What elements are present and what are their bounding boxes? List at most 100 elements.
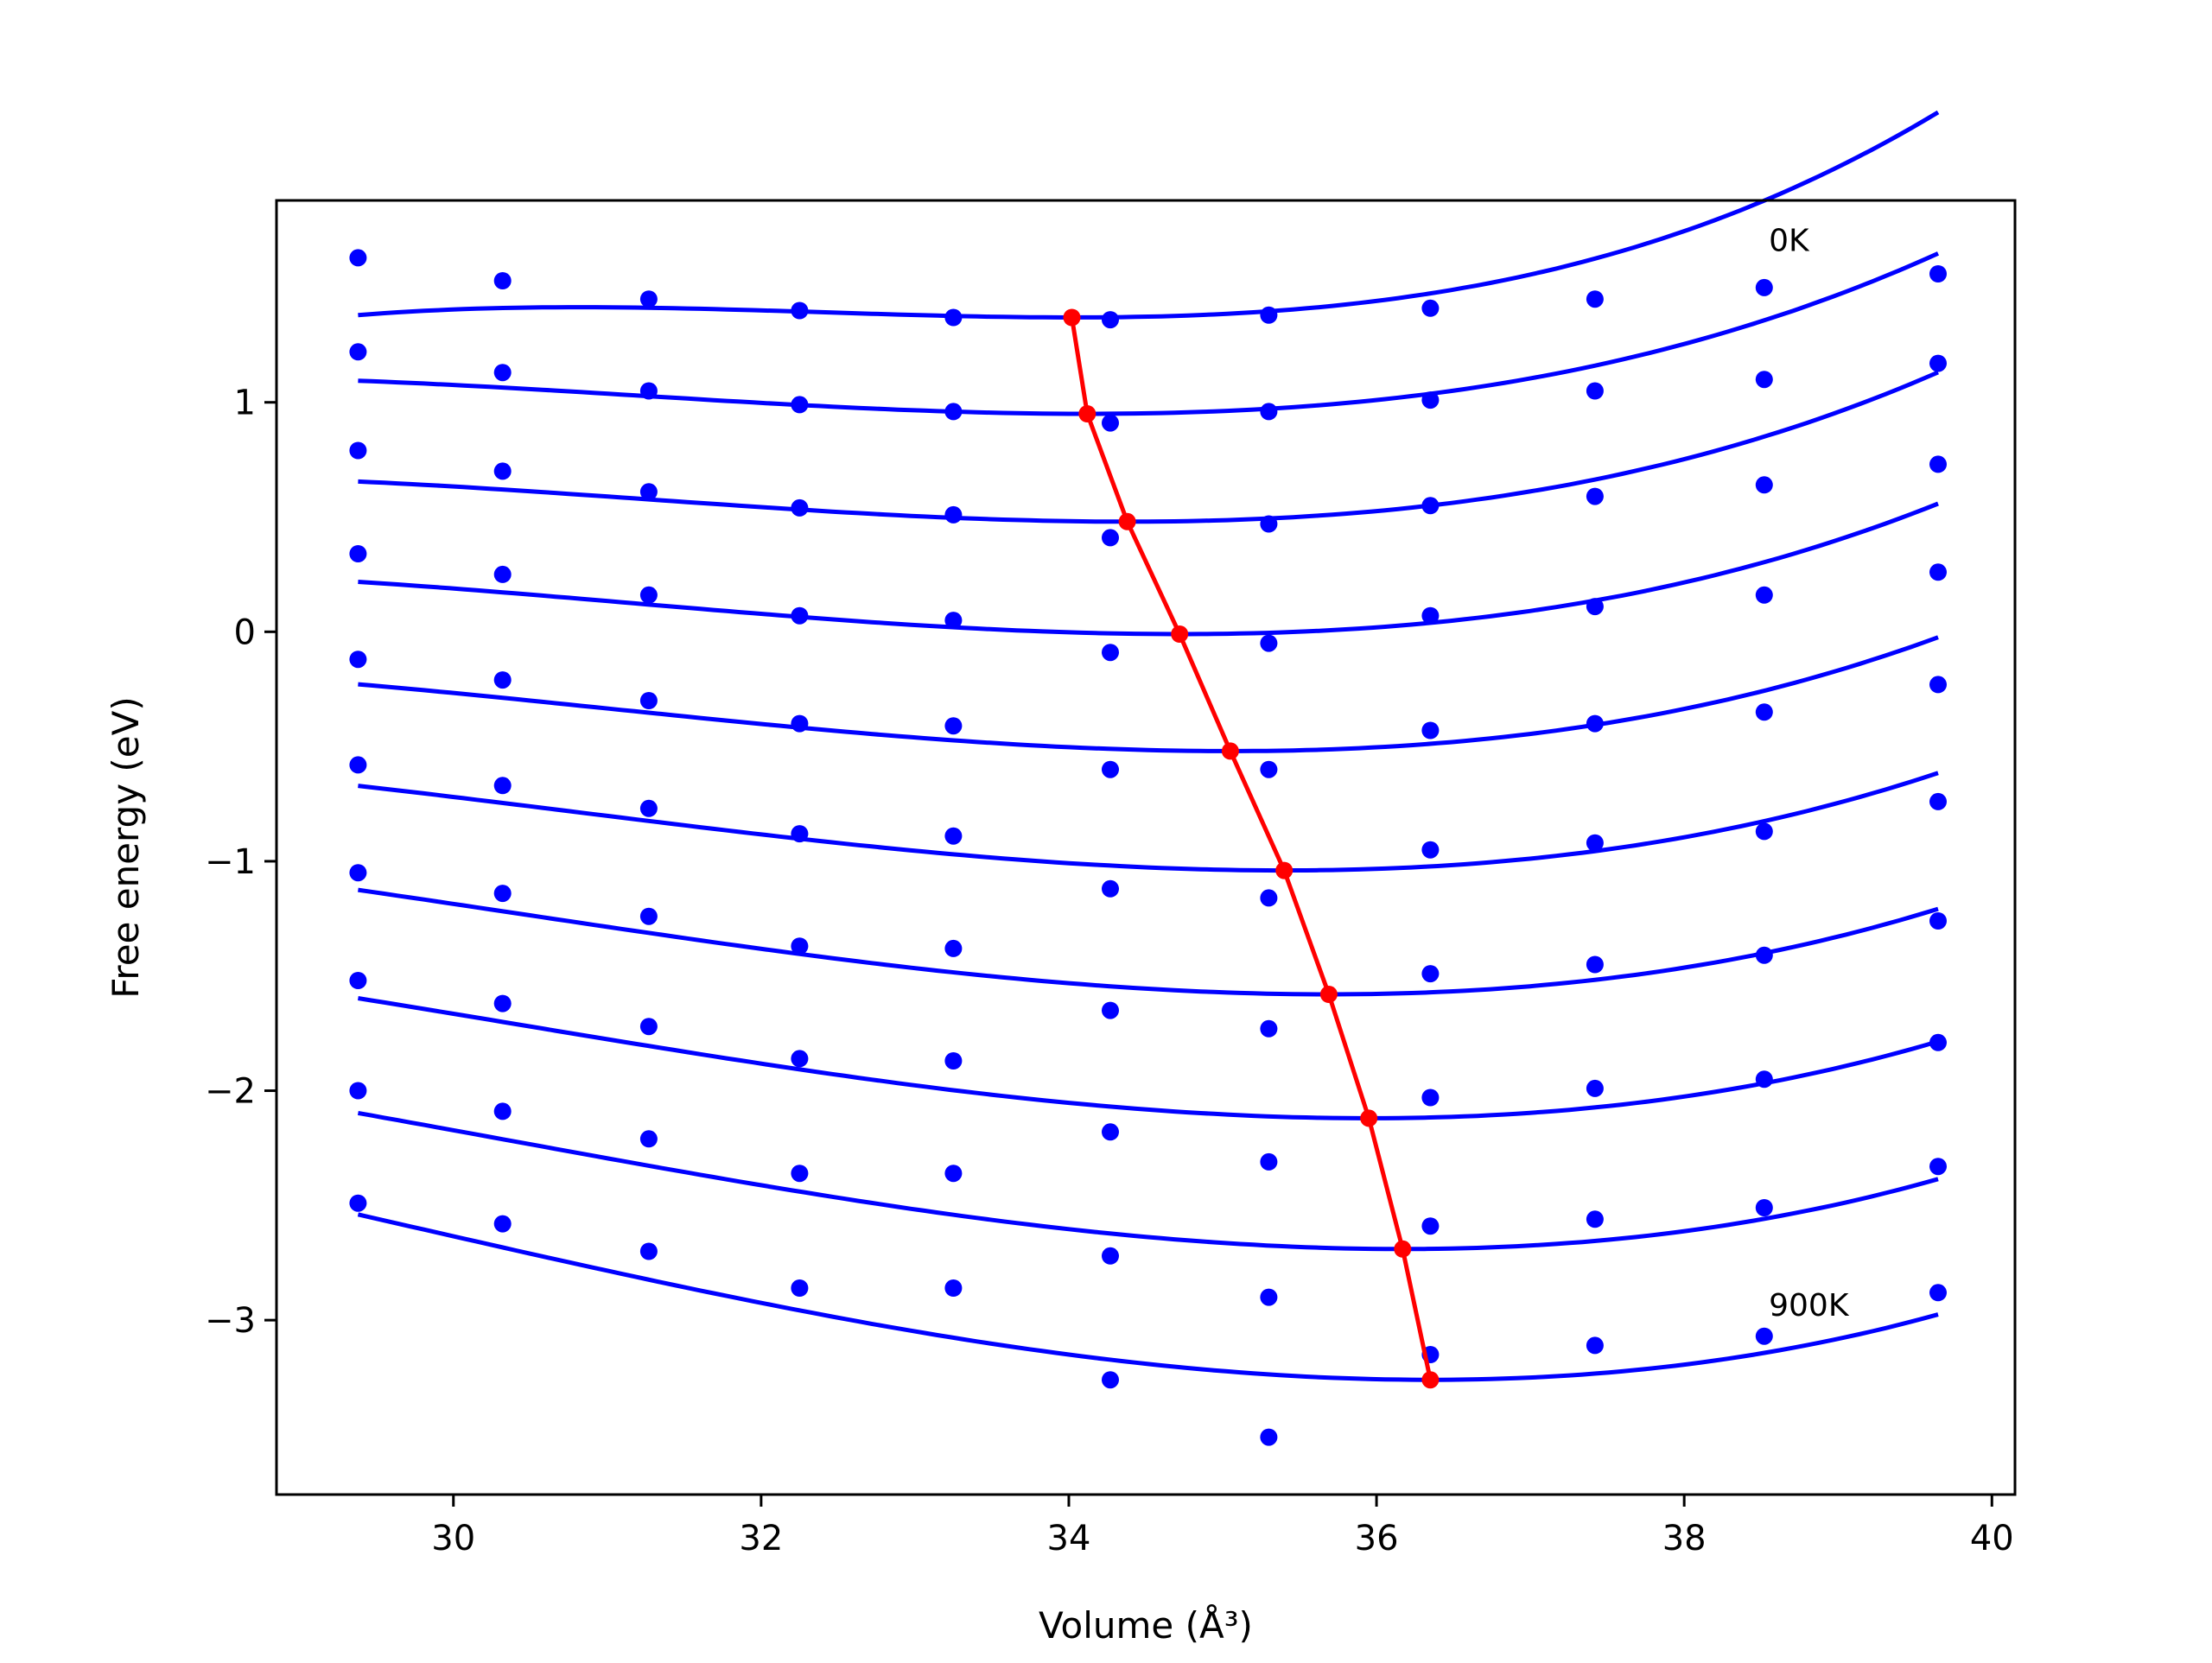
minimum-point-2 — [1118, 512, 1136, 530]
data-point-2-3 — [791, 498, 809, 517]
data-point-6-0 — [349, 864, 367, 882]
data-point-8-0 — [349, 1082, 367, 1100]
data-point-9-5 — [1102, 1371, 1119, 1389]
x-axis-ticks: 30 32 34 36 38 40 — [431, 1495, 2014, 1558]
data-point-3-10 — [1929, 563, 1947, 581]
data-point-8-5 — [1102, 1247, 1119, 1265]
data-point-2-0 — [349, 441, 367, 460]
data-point-9-1 — [493, 1215, 512, 1233]
fit-curve-4 — [358, 635, 1939, 753]
data-point-0-3 — [791, 301, 809, 320]
x-axis-label: Volume (Å³) — [1039, 1603, 1253, 1647]
minimum-point-8 — [1394, 1240, 1412, 1258]
data-point-0-4 — [944, 308, 963, 327]
data-point-5-6 — [1260, 889, 1278, 907]
data-point-8-6 — [1260, 1288, 1278, 1306]
data-point-6-9 — [1755, 946, 1773, 964]
data-point-5-1 — [493, 777, 512, 795]
data-point-0-8 — [1586, 290, 1604, 308]
x-tick-label: 40 — [1970, 1519, 2014, 1558]
data-point-5-3 — [791, 825, 809, 843]
y-tick-label: −2 — [205, 1072, 256, 1112]
data-point-6-6 — [1260, 1019, 1278, 1038]
fit-curve-9 — [357, 1212, 1939, 1382]
data-point-9-3 — [791, 1279, 809, 1297]
data-point-4-8 — [1586, 714, 1604, 733]
minimum-line-path — [1070, 317, 1433, 1381]
data-point-0-10 — [1929, 265, 1947, 282]
annotations: 0K 900K — [1769, 223, 1850, 1323]
data-point-7-3 — [791, 1050, 809, 1068]
data-point-5-0 — [349, 756, 367, 774]
y-axis-ticks: 1 0 −1 −2 −3 — [205, 384, 276, 1341]
data-point-4-3 — [791, 714, 809, 733]
x-tick-label: 34 — [1047, 1519, 1091, 1558]
data-point-1-2 — [639, 382, 658, 400]
data-point-2-8 — [1586, 487, 1604, 505]
minimum-point-5 — [1275, 861, 1294, 879]
data-point-8-3 — [791, 1165, 809, 1183]
data-point-4-7 — [1421, 721, 1440, 739]
x-tick-label: 38 — [1662, 1519, 1707, 1558]
data-point-7-0 — [349, 972, 367, 989]
data-point-0-0 — [349, 249, 367, 267]
data-point-6-1 — [493, 885, 512, 903]
data-point-2-2 — [639, 483, 658, 501]
data-point-0-9 — [1755, 278, 1773, 296]
minimum-point-0 — [1063, 308, 1081, 327]
data-point-1-1 — [493, 364, 512, 382]
data-point-8-2 — [639, 1130, 658, 1148]
data-point-2-6 — [1260, 515, 1278, 533]
minimum-point-3 — [1171, 625, 1189, 643]
data-point-6-10 — [1929, 912, 1947, 930]
data-point-7-1 — [493, 994, 512, 1012]
data-point-7-4 — [944, 1052, 963, 1070]
fit-curve-6 — [358, 887, 1939, 997]
plot-frame — [275, 199, 2017, 1496]
data-point-3-2 — [639, 586, 658, 604]
fit-curve-5 — [358, 771, 1939, 873]
data-point-7-9 — [1755, 1070, 1773, 1089]
fit-curve-2 — [358, 370, 1939, 524]
data-point-9-9 — [1755, 1327, 1773, 1345]
fit-curve-0 — [358, 110, 1940, 321]
data-point-5-8 — [1586, 834, 1604, 852]
data-point-1-4 — [944, 403, 963, 421]
data-point-6-8 — [1586, 955, 1604, 974]
data-point-2-5 — [1102, 529, 1119, 547]
data-points — [349, 249, 1947, 1446]
data-point-9-10 — [1929, 1284, 1947, 1302]
data-point-5-2 — [639, 799, 658, 817]
data-point-8-1 — [493, 1102, 512, 1120]
y-tick-label: −3 — [205, 1301, 256, 1341]
data-point-7-5 — [1102, 1123, 1119, 1141]
data-point-3-1 — [493, 565, 512, 583]
data-point-7-7 — [1421, 1089, 1440, 1107]
data-point-2-4 — [944, 505, 963, 524]
data-point-3-4 — [944, 612, 963, 630]
fit-curve-1 — [358, 251, 1940, 416]
data-point-9-4 — [944, 1279, 963, 1297]
data-point-6-2 — [639, 907, 658, 925]
data-point-3-6 — [1260, 634, 1278, 652]
data-point-6-5 — [1102, 1001, 1119, 1019]
data-point-8-8 — [1586, 1210, 1604, 1228]
data-point-5-9 — [1755, 822, 1773, 841]
data-point-1-10 — [1929, 354, 1947, 372]
data-point-0-7 — [1421, 299, 1440, 317]
fit-curves — [357, 110, 1940, 1382]
data-point-4-1 — [493, 671, 512, 689]
data-point-6-4 — [944, 939, 963, 957]
data-point-1-6 — [1260, 403, 1278, 421]
data-point-1-9 — [1755, 371, 1773, 389]
minimum-line — [1063, 308, 1440, 1389]
x-tick-label: 30 — [431, 1519, 475, 1558]
x-tick-label: 36 — [1355, 1519, 1399, 1558]
data-point-0-1 — [493, 272, 512, 289]
annotation-label-0: 0K — [1769, 223, 1810, 258]
data-point-1-5 — [1102, 414, 1119, 432]
data-point-7-8 — [1586, 1079, 1604, 1097]
data-point-0-2 — [639, 290, 658, 308]
